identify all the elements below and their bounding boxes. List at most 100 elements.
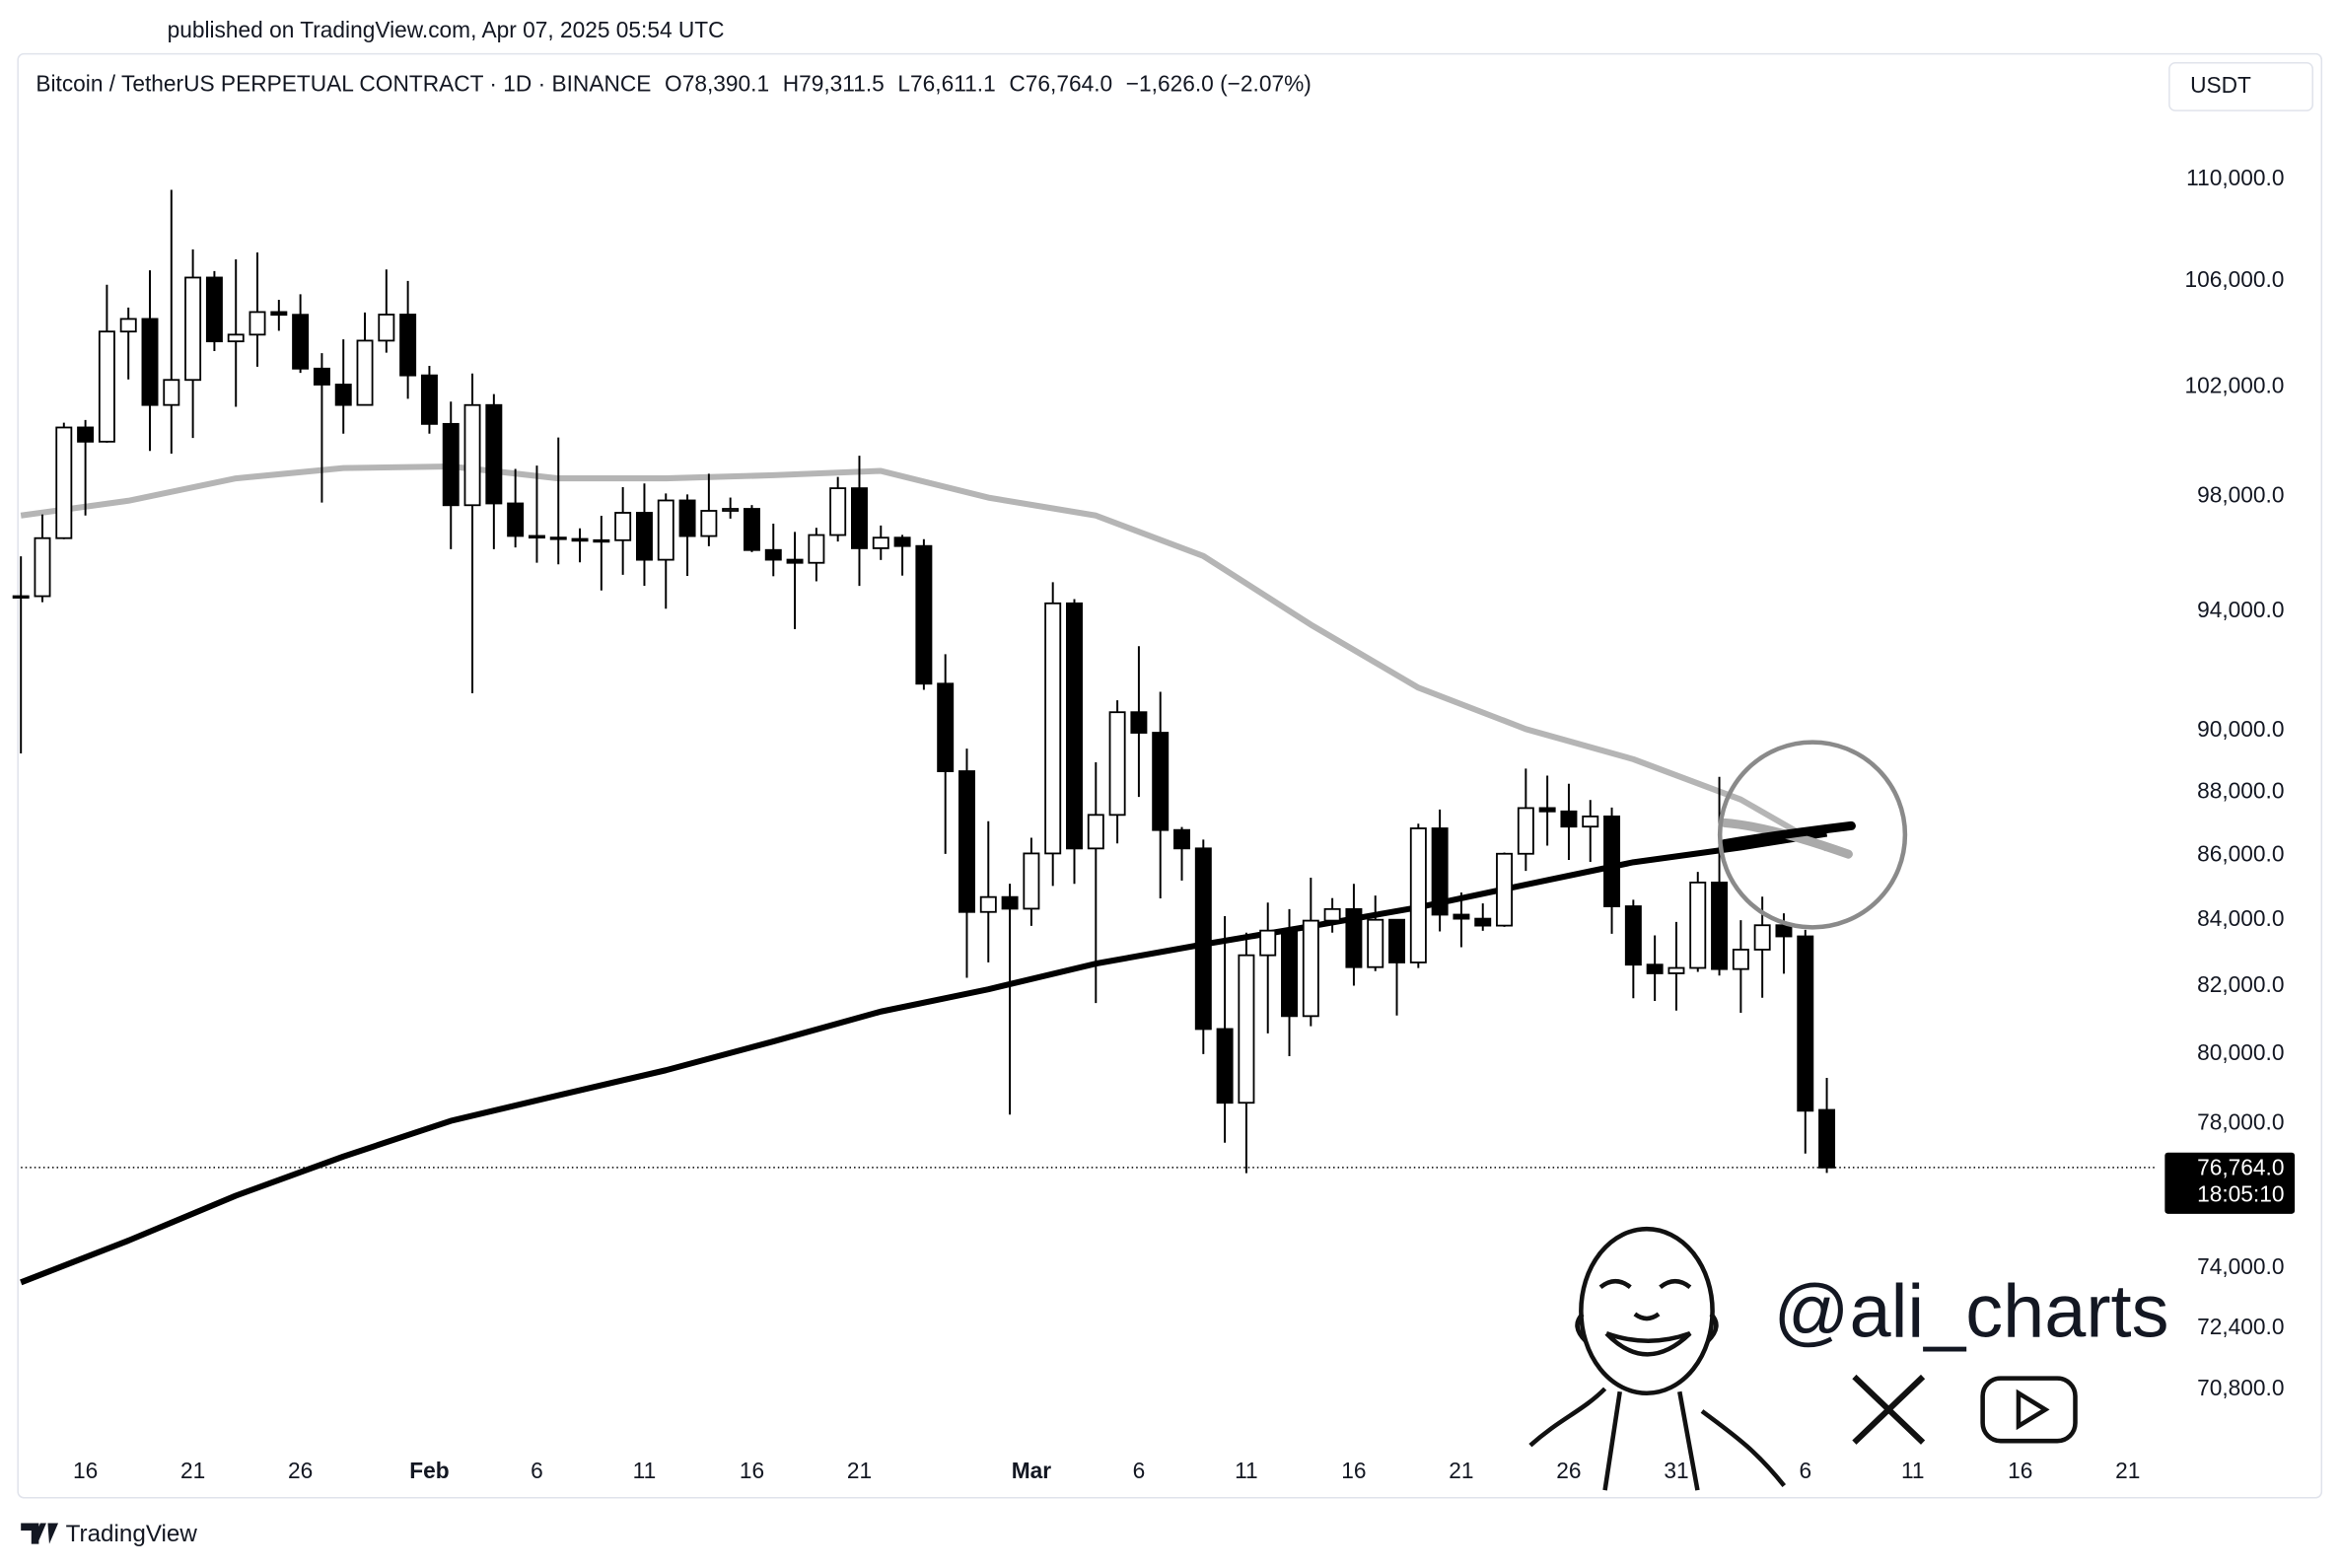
- candle-body: [1775, 924, 1793, 938]
- candle-body: [1023, 852, 1040, 910]
- candle-body: [270, 311, 288, 317]
- candle-body: [808, 534, 825, 564]
- candle-body: [98, 330, 115, 443]
- candle-body: [528, 535, 545, 539]
- brand-logo: [21, 1523, 59, 1544]
- x-tick-label: 11: [1235, 1458, 1258, 1483]
- x-tick-label: 26: [288, 1458, 313, 1483]
- candle-body: [829, 487, 847, 536]
- candle-body: [119, 318, 137, 333]
- candle-body: [163, 379, 180, 406]
- candle-body: [442, 422, 460, 507]
- x-tick-label: 16: [73, 1458, 98, 1483]
- x-tick-label: 6: [1133, 1458, 1146, 1483]
- candle-body: [1732, 949, 1749, 970]
- candle-body: [463, 403, 481, 507]
- candle-body: [872, 536, 889, 549]
- price-countdown: 18:05:10: [2197, 1181, 2284, 1207]
- candle-body: [34, 536, 51, 598]
- plot-area: 110,000.0 106,000.0 102,000.0 98,000.0 94,00…: [12, 165, 2296, 1483]
- watermark-face: [1528, 1226, 1787, 1491]
- candle-body: [743, 508, 760, 551]
- x-tick-label: 11: [633, 1458, 657, 1483]
- candle-body: [141, 318, 159, 406]
- candle-body: [1216, 1028, 1234, 1105]
- ohlc-low: L76,611.1: [897, 70, 995, 96]
- candle-body: [1753, 924, 1771, 951]
- candle-body: [1560, 810, 1578, 828]
- candle-body: [1517, 807, 1534, 855]
- candle-body: [313, 367, 330, 386]
- candle-body: [1667, 966, 1685, 974]
- candle-body: [1431, 827, 1449, 916]
- currency-label[interactable]: USDT: [2190, 72, 2251, 98]
- candle-body: [657, 499, 674, 561]
- y-tick-label: 70,800.0: [2197, 1375, 2284, 1400]
- candle-body: [1001, 895, 1019, 910]
- candle-body: [678, 499, 696, 537]
- candle-body: [722, 508, 740, 512]
- x-icon[interactable]: [1852, 1374, 1926, 1445]
- candle-body: [700, 510, 718, 537]
- moving-average-line: [20, 830, 1828, 1286]
- x-tick-label: 21: [1449, 1458, 1473, 1483]
- candle-body: [248, 311, 266, 336]
- candle-body: [1173, 828, 1190, 850]
- candle-body: [1259, 929, 1277, 957]
- candle-body: [786, 558, 804, 564]
- candle-body: [420, 374, 438, 425]
- annotation-circle: [1717, 740, 1908, 930]
- annotation-stroke: [1720, 820, 1856, 849]
- candle-body: [893, 536, 911, 547]
- x-tick-label: 6: [1799, 1458, 1811, 1483]
- candle-body: [1238, 954, 1255, 1105]
- candle-body: [850, 487, 868, 549]
- y-tick-label: 106,000.0: [2184, 266, 2284, 292]
- price-marker-box: [2164, 1152, 2296, 1214]
- y-tick-label: 90,000.0: [2197, 716, 2284, 742]
- candle-body: [1797, 935, 1814, 1112]
- candle-body: [1302, 919, 1319, 1018]
- candle-body: [1367, 918, 1384, 968]
- candle-body: [1345, 907, 1363, 968]
- y-tick-label: 82,000.0: [2197, 971, 2284, 997]
- candle-body: [1388, 918, 1406, 963]
- candle-body: [292, 314, 310, 370]
- candle-body: [549, 536, 567, 540]
- candle-body: [1108, 711, 1126, 817]
- candle-body: [1689, 881, 1707, 969]
- candle-body: [1066, 602, 1083, 850]
- candle-body: [937, 682, 955, 772]
- x-tick-label: 21: [2115, 1458, 2140, 1483]
- candle-body: [1582, 815, 1599, 828]
- brand-name: TradingView: [66, 1521, 198, 1547]
- candle-body: [1323, 907, 1341, 922]
- candle-body: [227, 333, 245, 343]
- x-tick-label: 11: [1901, 1458, 1925, 1483]
- y-tick-label: 80,000.0: [2197, 1039, 2284, 1065]
- ohlc-open: O78,390.1: [665, 70, 769, 96]
- x-tick-label: 21: [847, 1458, 872, 1483]
- x-tick-label: 26: [1556, 1458, 1581, 1483]
- candle-body: [1044, 602, 1062, 855]
- x-tick-label: 31: [1664, 1458, 1688, 1483]
- candle-body: [1818, 1108, 1836, 1169]
- candle-body: [12, 595, 30, 599]
- candle-body: [55, 426, 73, 539]
- y-tick-label: 88,000.0: [2197, 777, 2284, 803]
- y-tick-label: 84,000.0: [2197, 905, 2284, 931]
- candle-body: [1409, 827, 1427, 963]
- y-tick-label: 78,000.0: [2197, 1108, 2284, 1134]
- chart-header: Bitcoin / TetherUS PERPETUAL CONTRACT · …: [35, 70, 1312, 96]
- candle-body: [77, 426, 95, 443]
- youtube-icon[interactable]: [1980, 1376, 2078, 1444]
- currency-button[interactable]: [2168, 61, 2313, 111]
- candle-body: [1474, 917, 1492, 927]
- candle-body: [1152, 732, 1170, 831]
- candle-body: [507, 502, 525, 537]
- candle-body: [399, 314, 417, 377]
- candle-body: [764, 548, 782, 561]
